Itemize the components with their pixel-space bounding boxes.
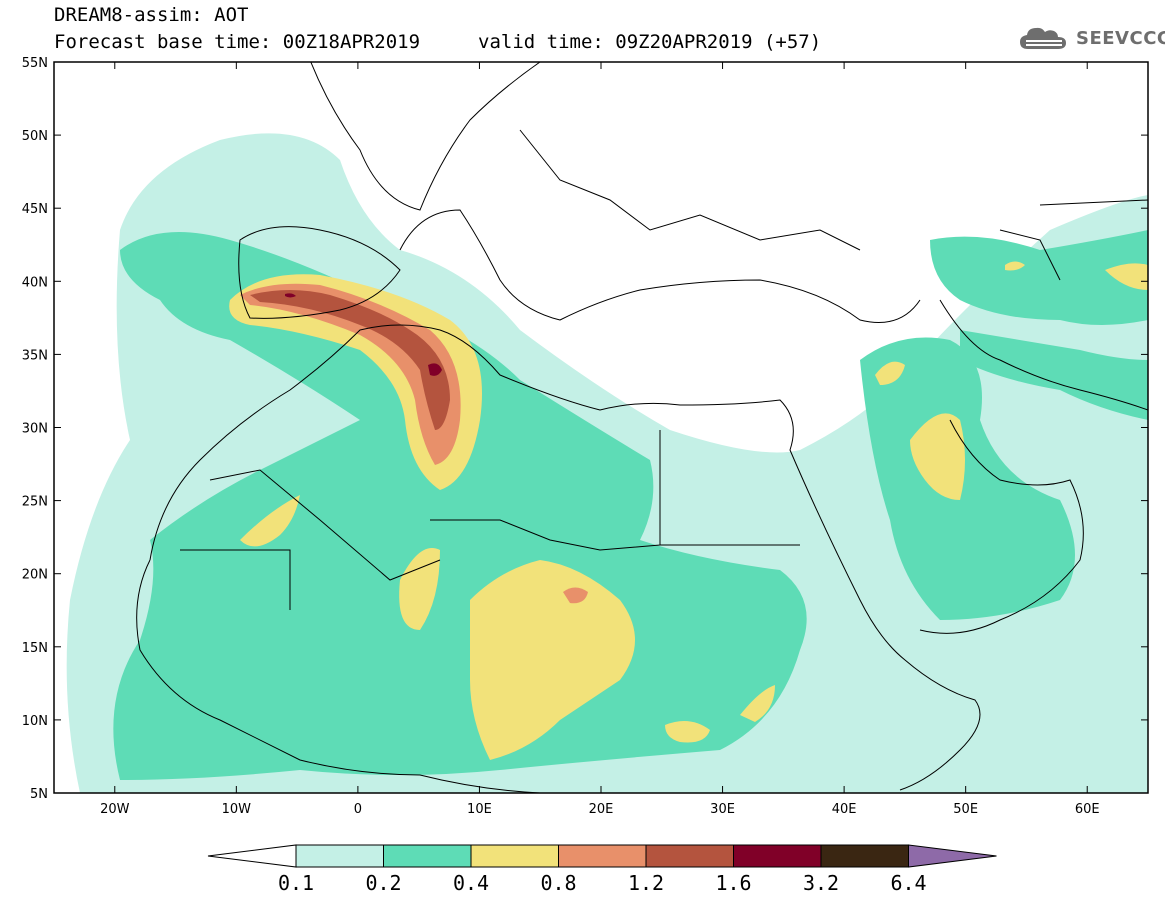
colorbar-label: 3.2 bbox=[803, 871, 839, 895]
colorbar-label: 1.6 bbox=[715, 871, 751, 895]
lat-tick-label: 40N bbox=[22, 275, 48, 290]
colorbar-segment bbox=[295, 844, 384, 868]
lat-tick-label: 5N bbox=[30, 787, 48, 802]
lat-tick-label: 30N bbox=[22, 422, 48, 437]
lon-tick-label: 40E bbox=[832, 802, 857, 817]
colorbar-label: 6.4 bbox=[890, 871, 926, 895]
colorbar-segment bbox=[820, 844, 909, 868]
lat-tick-label: 10N bbox=[22, 714, 48, 729]
lon-tick-label: 10E bbox=[467, 802, 492, 817]
lon-tick-label: 20E bbox=[589, 802, 614, 817]
forecast-base-time: Forecast base time: 00Z18APR2019 bbox=[54, 31, 421, 53]
lon-tick-label: 30E bbox=[710, 802, 735, 817]
lon-tick-label: 60E bbox=[1075, 802, 1100, 817]
lat-tick-label: 55N bbox=[22, 56, 48, 71]
colorbar-arrow-low bbox=[207, 844, 297, 868]
logo-text: SEEVCCC bbox=[1076, 27, 1165, 49]
colorbar-arrow-high bbox=[908, 844, 997, 868]
colorbar-segment bbox=[558, 844, 647, 868]
colorbar: 0.1 0.2 0.4 0.8 1.2 1.6 3.2 6.4 bbox=[207, 844, 997, 895]
seevccc-logo: SEEVCCC bbox=[1018, 25, 1165, 51]
colorbar-label: 0.1 bbox=[278, 871, 314, 895]
aot-band-1-6 bbox=[285, 293, 442, 376]
lat-tick-label: 20N bbox=[22, 568, 48, 583]
colorbar-segment bbox=[733, 844, 822, 868]
colorbar-label: 0.2 bbox=[365, 871, 401, 895]
latitude-axis: 55N 50N 45N 40N 35N 30N 25N 20N 15N 10N 5N bbox=[22, 56, 1148, 802]
colorbar-label: 0.4 bbox=[453, 871, 489, 895]
colorbar-label: 0.8 bbox=[540, 871, 576, 895]
lat-tick-label: 15N bbox=[22, 641, 48, 656]
aot-field bbox=[66, 133, 1148, 793]
longitude-axis: 20W 10W 0 10E 20E 30E 40E 50E 60E bbox=[100, 62, 1100, 817]
colorbar-segment bbox=[383, 844, 472, 868]
valid-time: valid time: 09Z20APR2019 (+57) bbox=[478, 31, 822, 53]
coastlines bbox=[136, 62, 1148, 793]
lat-tick-label: 45N bbox=[22, 202, 48, 217]
map-title: DREAM8-assim: AOT bbox=[54, 4, 249, 26]
colorbar-label: 1.2 bbox=[628, 871, 664, 895]
colorbar-segment bbox=[645, 844, 734, 868]
lat-tick-label: 25N bbox=[22, 495, 48, 510]
lon-tick-label: 10W bbox=[222, 802, 252, 817]
cloud-icon bbox=[1020, 27, 1066, 49]
lat-tick-label: 50N bbox=[22, 129, 48, 144]
lon-tick-label: 20W bbox=[100, 802, 130, 817]
lon-tick-label: 50E bbox=[953, 802, 978, 817]
lon-tick-label: 0 bbox=[354, 802, 362, 817]
colorbar-segment bbox=[470, 844, 559, 868]
lat-tick-label: 35N bbox=[22, 348, 48, 363]
